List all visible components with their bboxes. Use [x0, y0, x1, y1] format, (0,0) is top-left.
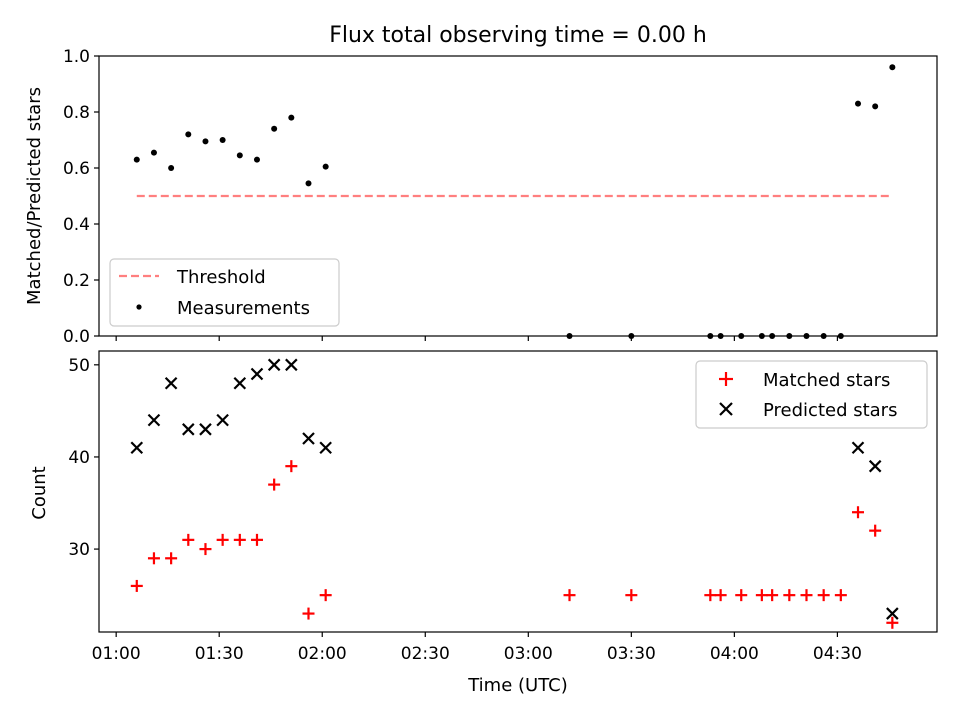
top-legend: Threshold Measurements	[109, 258, 340, 327]
top-y-axis-label: Matched/Predicted stars	[24, 87, 45, 305]
top-y-tick-label: 0.4	[63, 215, 90, 235]
x-tick-label: 03:00	[504, 644, 553, 664]
measurement-point	[236, 152, 243, 159]
matched-star-point	[302, 607, 315, 620]
predicted-star-point	[851, 441, 865, 455]
matched-star-point	[165, 552, 178, 565]
measurement-point	[253, 156, 260, 163]
bottom-panel-marks	[130, 358, 899, 629]
matched-star-point	[130, 579, 143, 592]
measurement-point	[168, 165, 175, 171]
measurement-point	[271, 125, 278, 132]
measurement-point	[322, 163, 329, 170]
matched-star-point	[563, 589, 576, 602]
matched-star-point	[199, 543, 212, 556]
top-y-tick-label: 0.6	[63, 159, 90, 179]
x-tick-label: 04:30	[813, 644, 862, 664]
x-tick-label: 02:00	[298, 644, 347, 664]
bottom-y-tick-label: 50	[68, 356, 90, 376]
measurement-point	[305, 180, 312, 187]
predicted-star-point	[267, 358, 281, 372]
top-y-tick-label: 0.2	[63, 271, 90, 291]
top-y-tick-label: 0.8	[63, 103, 90, 123]
predicted-star-point	[164, 376, 178, 390]
x-axis-label: Time (UTC)	[467, 675, 568, 696]
bottom-panel-frame	[98, 350, 938, 633]
predicted-star-point	[319, 441, 332, 455]
bottom-panel-y-ticks: 30 40 50	[68, 356, 99, 560]
bottom-panel-x-ticks: 01:00 01:30 02:00 02:30 03:00 03:30 04:00 04:30	[92, 632, 862, 664]
predicted-star-point	[886, 607, 899, 620]
bottom-y-axis-label: Count	[29, 466, 50, 519]
matched-star-point	[182, 533, 195, 546]
x-tick-label: 04:00	[710, 644, 759, 664]
bottom-panel: 30 40 50 01:00 01:30 02:00 02:30 03:00 03:30 04:…	[29, 350, 938, 696]
measurement-point	[150, 149, 157, 156]
matched-star-point	[268, 478, 281, 491]
measurements-legend-label: Measurements	[177, 298, 310, 319]
predicted-star-point	[233, 376, 247, 390]
matched-star-point	[147, 552, 160, 565]
matched-star-point	[625, 589, 638, 602]
matched-star-point	[704, 589, 717, 602]
predicted-star-point	[147, 413, 161, 427]
bottom-legend-box	[695, 360, 928, 429]
top-panel-y-ticks: 0.0 0.2 0.4 0.6 0.8 1.0	[63, 47, 99, 347]
matched-star-point	[735, 589, 748, 602]
matched-star-point	[319, 589, 332, 602]
predicted-star-point	[199, 423, 212, 436]
top-panel-frame	[98, 55, 938, 337]
predicted-legend-swatch	[719, 402, 733, 416]
matched-legend-swatch	[719, 372, 733, 386]
top-legend-box	[109, 258, 340, 327]
predicted-legend-label: Predicted stars	[763, 400, 897, 421]
measurement-point	[202, 138, 209, 145]
matched-star-point	[852, 506, 865, 519]
matched-star-point	[766, 589, 779, 602]
matched-star-point	[216, 533, 229, 546]
predicted-star-point	[868, 459, 882, 473]
threshold-legend-label: Threshold	[176, 267, 266, 288]
matched-star-point	[834, 589, 847, 602]
matched-star-point	[250, 533, 263, 546]
bottom-y-tick-label: 40	[68, 448, 90, 468]
top-panel: 0.0 0.2 0.4 0.6 0.8 1.0 Matched/Predicted sta…	[24, 47, 938, 347]
chart-title: Flux total observing time = 0.00 h	[329, 23, 707, 48]
predicted-star-point	[130, 441, 144, 455]
measurement-point	[133, 156, 140, 163]
measurement-point	[219, 137, 226, 143]
matched-star-point	[783, 589, 796, 602]
measurement-point	[288, 114, 295, 121]
matched-star-point	[886, 616, 899, 629]
matched-star-point	[800, 589, 813, 602]
matched-legend-label: Matched stars	[763, 370, 890, 391]
predicted-star-point	[216, 413, 229, 427]
matched-star-point	[285, 460, 298, 473]
measurement-point	[889, 64, 896, 71]
predicted-star-point	[182, 423, 195, 436]
predicted-star-point	[250, 367, 264, 381]
bottom-legend: Matched stars Predicted stars	[695, 360, 928, 429]
matched-star-point	[233, 533, 246, 546]
x-tick-label: 02:30	[401, 644, 450, 664]
measurement-point	[855, 100, 862, 107]
measurement-point	[872, 103, 879, 110]
bottom-y-tick-label: 30	[68, 540, 90, 560]
matched-star-point	[714, 589, 727, 602]
matched-star-point	[755, 589, 768, 602]
matched-star-point	[817, 589, 830, 602]
measurement-point	[185, 131, 192, 138]
x-tick-label: 01:30	[195, 644, 244, 664]
x-tick-label: 01:00	[92, 644, 141, 664]
top-panel-x-ticks	[115, 336, 839, 341]
measurements-legend-swatch	[136, 304, 142, 310]
predicted-star-point	[302, 432, 315, 445]
top-y-tick-label: 1.0	[63, 47, 90, 67]
x-tick-label: 03:30	[607, 644, 656, 664]
predicted-star-point	[285, 358, 298, 372]
top-y-tick-label: 0.0	[63, 327, 90, 347]
matched-star-point	[869, 524, 882, 537]
